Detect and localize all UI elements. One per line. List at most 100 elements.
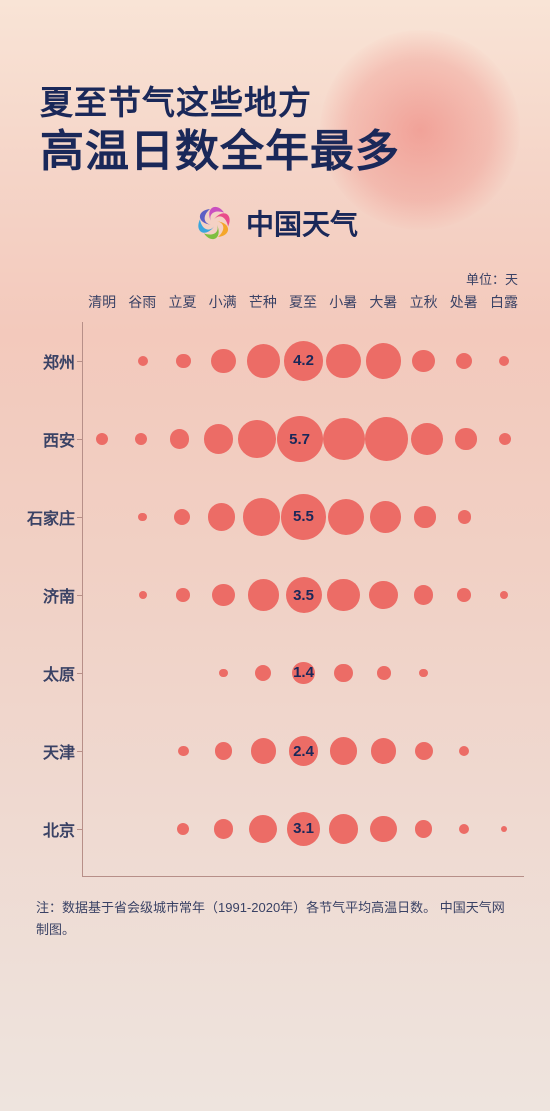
chart-area: 清明谷雨立夏小满芒种夏至小暑大暑立秋处暑白露 郑州4.2西安5.7石家庄5.5济… [0,292,550,877]
bubble [415,820,432,837]
column-headers: 清明谷雨立夏小满芒种夏至小暑大暑立秋处暑白露 [26,292,524,312]
chart-cell [323,418,365,460]
chart-cell [485,433,524,445]
bubble-value-label: 4.2 [293,352,314,369]
row-label: 西安 [21,427,75,451]
chart-cell [447,428,486,449]
bubble: 3.5 [286,577,322,613]
chart-cell [364,666,404,680]
bubble [215,742,232,759]
chart-cell: 1.4 [283,662,323,685]
column-header: 白露 [484,292,524,312]
bubble [455,428,476,449]
chart-cell [364,343,404,379]
chart-cell [444,588,484,602]
chart-cell [404,585,444,604]
chart-cell: 3.1 [283,812,323,846]
chart-cell [163,354,203,369]
axis-tick [77,517,83,518]
bubble [412,350,435,373]
bubble [365,417,408,460]
bubble [456,353,472,369]
bubble [411,423,443,455]
chart-cell [404,669,444,678]
chart-cell: 4.2 [283,341,323,380]
bubble [243,498,280,535]
chart-row: 济南3.5 [83,556,524,634]
chart-cell [324,814,364,843]
bubble [459,746,470,757]
chart-cell: 5.7 [277,416,323,462]
chart-cell [243,579,283,610]
chart-cell [202,503,242,530]
chart-cell [203,349,243,373]
bubble [329,814,358,843]
bubble [371,738,396,763]
axis-tick [77,751,83,752]
chart-cell [160,429,199,448]
chart-cell [484,591,524,600]
chart-cell [324,664,364,682]
bubble [328,499,364,535]
bubble [138,356,149,367]
bubble [138,513,147,522]
chart-cell [365,417,408,460]
brand-text: 中国天气 [246,203,358,243]
chart-row: 天津2.4 [83,712,524,790]
bubble [238,420,276,458]
chart-cell [324,579,364,611]
chart-cell [203,669,243,678]
bubble [135,433,147,445]
column-header: 立夏 [162,292,202,312]
chart-cell: 2.4 [283,736,323,766]
bubble [178,746,189,757]
bubble [219,669,228,678]
bubble [457,588,471,602]
bubble-value-label: 3.5 [293,587,314,604]
chart-cell [163,588,203,602]
chart-cell: 3.5 [283,577,323,613]
chart-cell [404,742,444,760]
unit-label: 单位：天 [0,269,550,288]
bubble: 4.2 [284,341,323,380]
chart-cell [444,746,484,757]
chart-cell [123,591,163,600]
chart-cell [364,738,404,763]
chart-cell [444,824,484,835]
column-header: 芒种 [243,292,283,312]
chart-cell [123,356,163,367]
chart-cell [162,509,202,525]
bubble [326,344,360,378]
bubble [334,664,352,682]
bubble [458,510,472,524]
column-header: 小满 [203,292,243,312]
bubble [208,503,235,530]
chart-cell [123,513,163,522]
chart-cell [405,506,445,527]
bubble-value-label: 5.5 [293,508,314,525]
footnote-prefix: 注： [36,900,62,915]
chart-cell [243,815,283,843]
bubble [370,501,401,532]
chart-row: 太原1.4 [83,634,524,712]
row-label: 济南 [21,583,75,607]
chart-cell [83,433,122,445]
chart-row: 北京3.1 [83,790,524,868]
axis-tick [77,361,83,362]
bubble: 2.4 [289,736,319,766]
bubble [177,823,189,835]
column-header: 谷雨 [122,292,162,312]
bubble [499,433,511,445]
bubble [327,579,359,611]
chart-cell [203,584,243,607]
chart-cell [484,356,524,367]
chart-cell [404,820,444,837]
axis-tick [77,595,83,596]
bubble [176,354,191,369]
bubble [211,349,235,373]
bubble [214,819,233,838]
column-header: 处暑 [444,292,484,312]
row-label: 郑州 [21,349,75,373]
brand-row: 中国天气 [40,201,510,245]
bubble [377,666,391,680]
